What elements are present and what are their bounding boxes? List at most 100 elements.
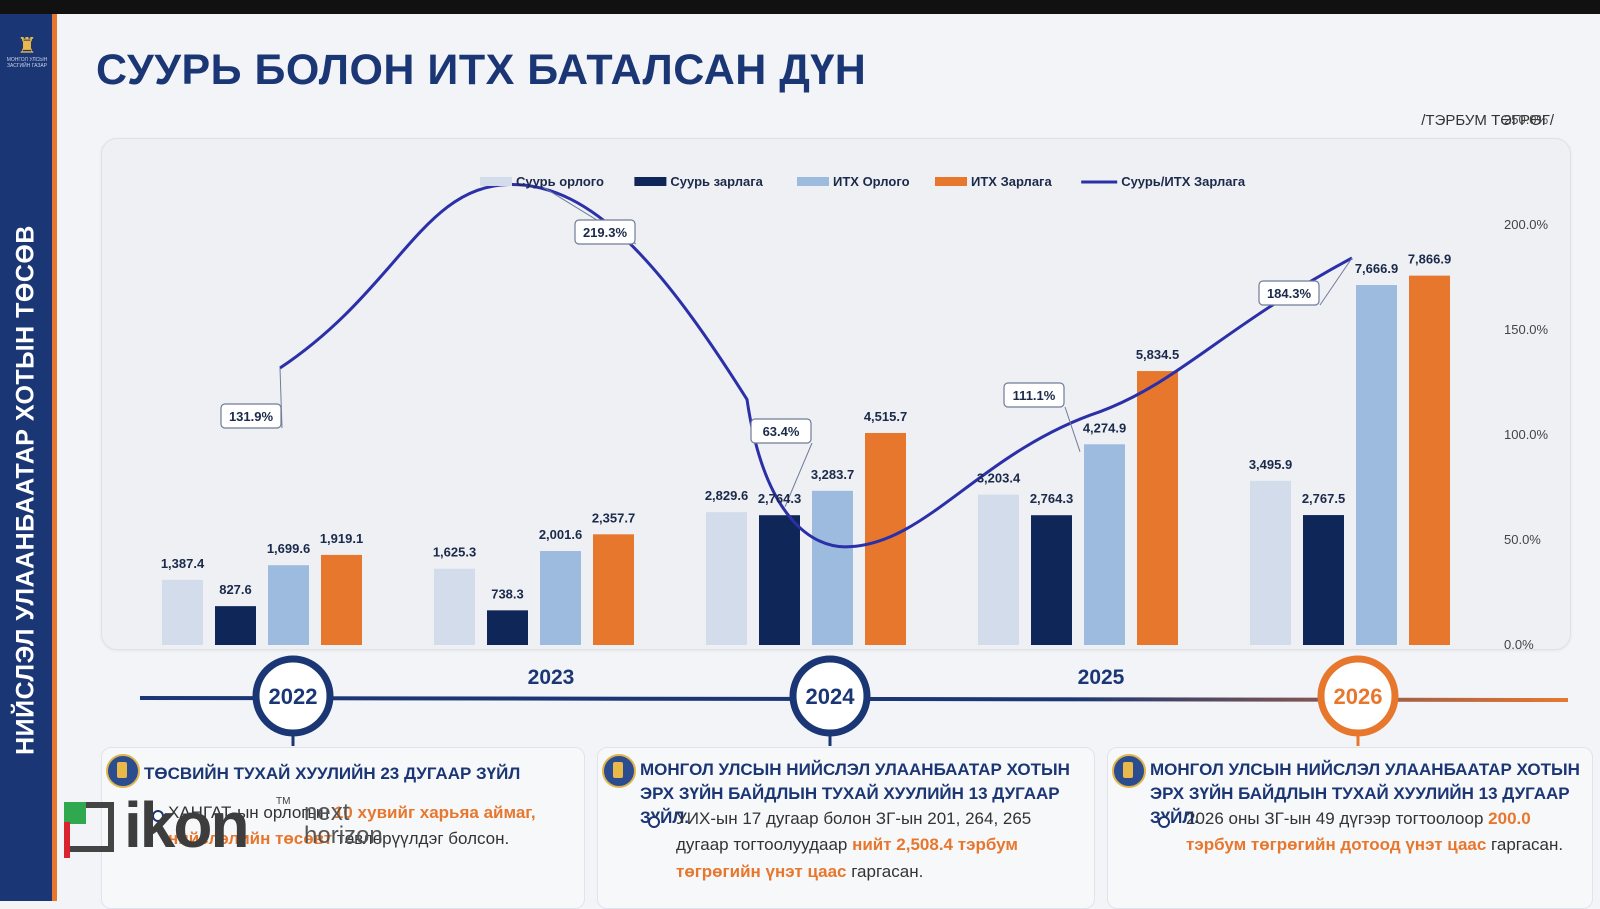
info-card-3: МОНГОЛ УЛСЫН НИЙСЛЭЛ УЛААНБААТАР ХОТЫН Э… [1107,747,1593,909]
line-label-box [220,403,282,429]
logo-sub-next: next [304,799,350,826]
card-highlight: 200.0 тэрбум төгрөгийн дотоод үнэт цаас [1186,809,1531,855]
card-title: МОНГОЛ УЛСЫН НИЙСЛЭЛ УЛААНБААТАР ХОТЫН Э… [640,760,1070,828]
card-title: МОНГОЛ УЛСЫН НИЙСЛЭЛ УЛААНБААТАР ХОТЫН Э… [1150,760,1580,828]
bar [812,490,853,645]
bullet-icon [152,810,164,822]
line-label-box [1258,280,1320,306]
emblem-icon [106,754,140,788]
info-card-1: ТӨСВИЙН ТУХАЙ ХУУЛИЙН 23 ДУГААР ЗҮЙЛ ХАН… [101,747,585,909]
y2-tick-label: 150.0% [1504,322,1549,337]
bar [162,579,203,645]
year-label: 2024 [806,684,856,709]
year-label: 2025 [1078,666,1125,689]
bar-data-label: 2,001.6 [539,527,582,542]
emblem-icon [1112,754,1146,788]
card-body: ХАНГАТ-ын орлогын 10 хувийг харьяа аймаг… [168,800,568,853]
year-label: 2022 [269,684,318,709]
bar-data-label: 1,699.6 [267,541,310,556]
bar [1084,444,1125,645]
ikon-logo: ikon TM next horizon [64,789,404,862]
unit-label: /ТЭРБУМ ТӨГРӨГ/ [1421,112,1554,129]
bar-data-label: 1,387.4 [161,556,205,571]
bar-data-label: 5,834.5 [1136,347,1179,362]
y2-tick-label: 200.0% [1504,217,1549,232]
line-label-leader [1319,257,1353,306]
legend-label: ИТХ Зарлага [971,174,1052,189]
bar [1356,285,1397,645]
legend-label: Суурь зарлага [670,174,763,189]
bar-data-label: 2,767.5 [1302,491,1345,506]
bar-data-label: 3,283.7 [811,467,854,482]
line-label-leader [1064,406,1081,452]
government-emblem: ♜ МОНГОЛ УЛСЫН ЗАСГИЙН ГАЗАР [6,33,48,78]
logo-tm: TM [276,796,291,807]
y2-tick-label: 0.0% [1504,637,1534,652]
legend-swatch [480,177,512,186]
card-highlight: нийт 2,508.4 тэрбум төгрөгийн үнэт цаас [676,835,1018,881]
year-circle [252,655,334,737]
y2-tick-label: 250.0% [1504,112,1549,127]
bar-data-label: 1,919.1 [320,531,363,546]
bar-data-label: 7,866.9 [1408,252,1451,267]
bar [1031,515,1072,645]
bar-data-label: 827.6 [219,582,252,597]
bar [759,515,800,645]
year-circle [1317,655,1399,737]
bar [321,554,362,645]
year-circle [789,655,871,737]
bar [268,565,309,645]
line-label-box [750,418,812,444]
year-label: 2026 [1334,684,1383,709]
card-body: 2026 оны ЗГ-ын 49 дүгээр тогтоолоор 200.… [1186,806,1576,859]
bar-data-label: 1,625.3 [433,545,476,560]
bar [487,610,528,645]
soyombo-icon: ♜ [17,33,37,58]
bar [1250,480,1291,645]
line-data-label: 111.1% [1013,388,1056,403]
info-card-2: МОНГОЛ УЛСЫН НИЙСЛЭЛ УЛААНБААТАР ХОТЫН Э… [597,747,1095,909]
top-bar [0,0,1600,14]
bar [593,534,634,645]
emblem-icon [602,754,636,788]
bar-data-label: 3,203.4 [977,471,1021,486]
bar-data-label: 4,274.9 [1083,420,1126,435]
legend-label: ИТХ Орлого [833,174,910,189]
bar-data-label: 7,666.9 [1355,261,1398,276]
bar [540,551,581,645]
line-label-box [1003,382,1065,408]
legend-label: Суурь орлого [516,174,604,189]
card-highlight: 10 хувийг харьяа аймаг, нийслэлийн төсөв… [168,803,536,849]
sidebar: ♜ МОНГОЛ УЛСЫН ЗАСГИЙН ГАЗАР [0,14,52,901]
bullet-icon [648,816,660,828]
bullet-icon [1158,816,1170,828]
bar-data-label: 2,764.3 [758,491,801,506]
page-title: СУУРЬ БОЛОН ИТХ БАТАЛСАН ДҮН [96,46,867,94]
ikon-logo-icon [64,802,114,858]
bar-data-label: 2,357.7 [592,510,635,525]
line-data-label: 131.9% [229,409,274,424]
y2-tick-label: 100.0% [1504,427,1549,442]
line-data-label: 219.3% [583,225,628,240]
bar [215,606,256,645]
card-body-tail: гаргасан. [1486,835,1564,855]
bar-data-label: 4,515.7 [864,409,907,424]
card-body-tail: төвлөрүүлдэг болсон. [332,829,510,849]
bar-data-label: 2,829.6 [705,488,748,503]
card-body-text: УИХ-ын 17 дугаар болон ЗГ-ын 201, 264, 2… [676,809,1032,855]
bar [706,512,747,645]
legend-swatch [634,177,667,186]
line-data-label: 63.4% [763,424,800,439]
emblem-text: МОНГОЛ УЛСЫН ЗАСГИЙН ГАЗАР [6,57,48,69]
card-body-text: ХАНГАТ-ын орлогын [168,803,334,822]
line-label-box [574,219,636,245]
bar [1303,515,1344,645]
logo-sub-horizon: horizon [304,821,383,849]
bar-data-label: 2,764.3 [1030,491,1073,506]
bar-data-label: 3,495.9 [1249,457,1292,472]
line-label-leader [279,367,283,429]
bar [978,494,1019,645]
legend-label: Суурь/ИТХ Зарлага [1121,174,1246,189]
